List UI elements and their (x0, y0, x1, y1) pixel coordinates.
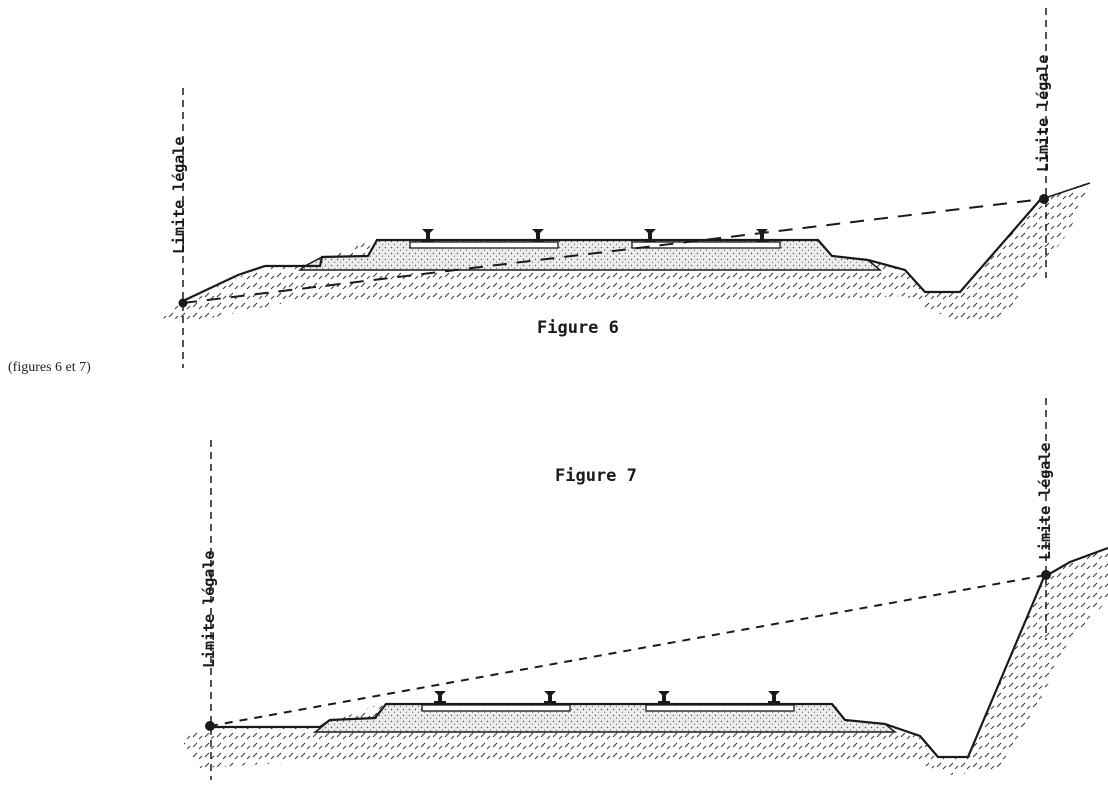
figure-6-right-limit-label: Limite légale (1034, 54, 1052, 172)
rail-icon (532, 229, 544, 242)
figures-note: (figures 6 et 7) (8, 360, 91, 375)
ground-line-right (1044, 182, 1091, 199)
figure-6-drawing (160, 8, 1091, 368)
rails (422, 229, 768, 242)
figure-7-right-limit-label: Limite légale (1036, 442, 1054, 560)
left-limit-point (178, 298, 188, 308)
rail-icon (658, 691, 670, 704)
rail-icon (544, 691, 556, 704)
rail-icon (434, 691, 446, 704)
ballast (297, 239, 883, 271)
ground-hatching (180, 548, 1108, 775)
figure-7-left-limit-label: Limite légale (200, 550, 218, 668)
sleeper (409, 241, 559, 249)
right-limit-point (1041, 570, 1051, 580)
figure-6-caption: Figure 6 (537, 318, 619, 338)
ballast (312, 703, 898, 733)
right-limit-point (1039, 194, 1049, 204)
ground-profile-line (184, 199, 1041, 301)
sleeper (421, 704, 571, 712)
rail-icon (644, 229, 656, 242)
left-limit-point (205, 721, 215, 731)
dashed-boundary-line (182, 198, 1044, 304)
dashed-boundary-line (209, 574, 1047, 727)
sleeper (645, 704, 795, 712)
rail-icon (422, 229, 434, 242)
rail-icon (756, 229, 768, 242)
rail-icon (768, 691, 780, 704)
rails (434, 691, 780, 704)
sleeper (631, 241, 781, 249)
figure-7-drawing (180, 398, 1108, 780)
ground-profile-line (212, 546, 1108, 759)
figure-7-caption: Figure 7 (555, 466, 637, 486)
figure-6-left-limit-label: Limite légale (170, 136, 188, 254)
